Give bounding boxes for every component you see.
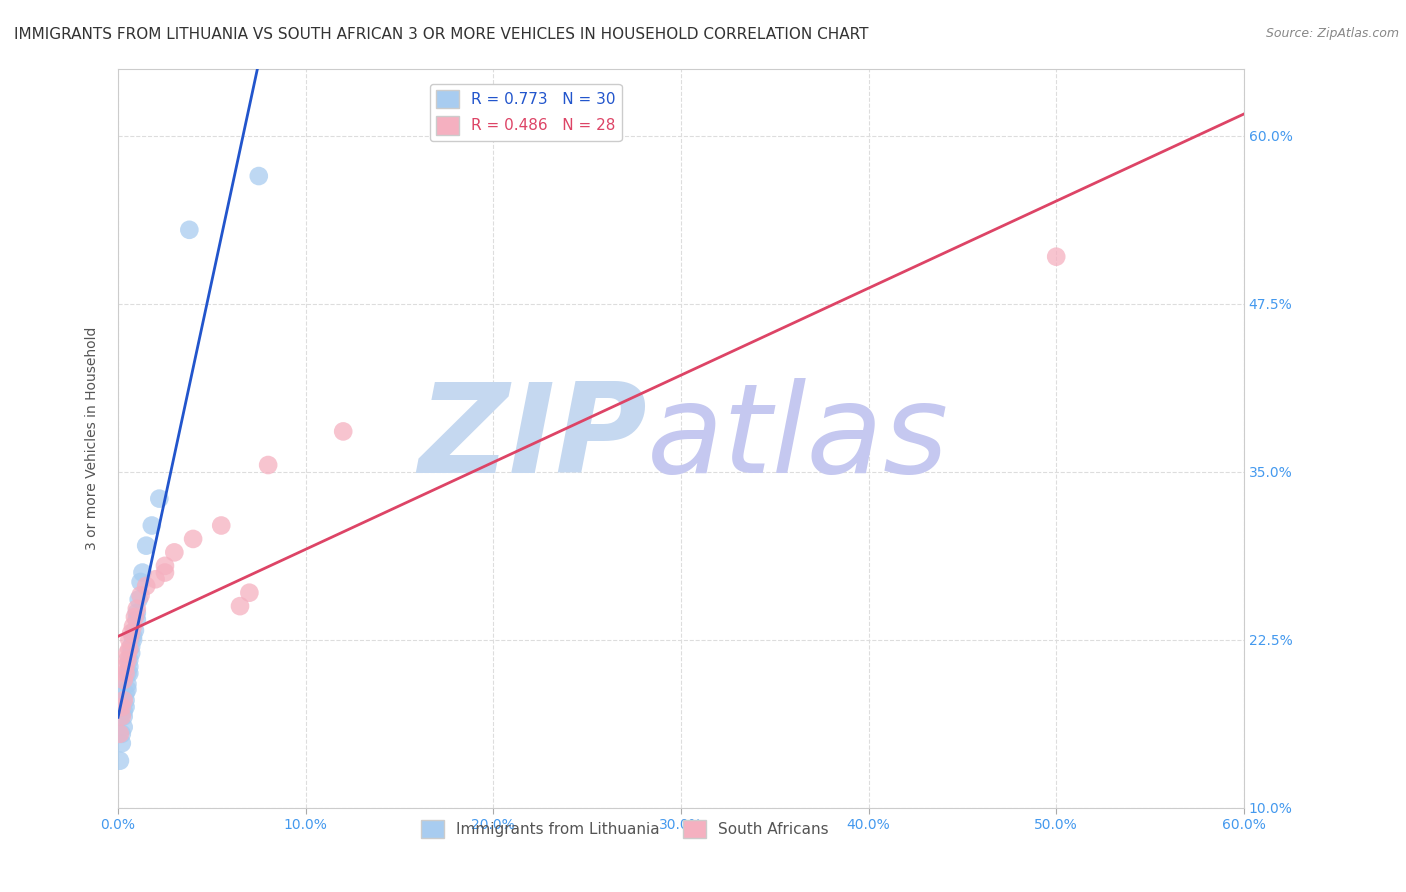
Point (111, 709, 134, 723)
Point (148, 491, 170, 506)
Point (117, 682, 139, 697)
Text: ZIP: ZIP (419, 377, 647, 499)
Point (120, 640, 142, 654)
Point (125, 613, 148, 627)
Point (112, 693, 135, 707)
Point (114, 659, 136, 673)
Point (120, 646, 142, 660)
Point (118, 666, 141, 681)
Point (117, 677, 139, 691)
Point (131, 566, 153, 580)
Point (163, 545, 186, 559)
Point (114, 700, 136, 714)
Point (257, 458, 280, 472)
Point (117, 646, 139, 660)
Point (145, 572, 167, 586)
Point (112, 709, 135, 723)
Point (122, 632, 145, 647)
Point (114, 693, 136, 707)
Point (209, 518, 232, 533)
Point (112, 720, 135, 734)
Point (128, 592, 150, 607)
Point (153, 566, 176, 580)
Point (135, 579, 157, 593)
Point (117, 666, 139, 681)
Point (117, 653, 139, 667)
Point (118, 632, 141, 647)
Point (332, 425, 354, 439)
Point (118, 642, 141, 657)
Point (124, 624, 146, 638)
Point (125, 606, 148, 620)
Point (247, 169, 270, 183)
Point (124, 610, 146, 624)
Y-axis label: 3 or more Vehicles in Household: 3 or more Vehicles in Household (86, 326, 100, 549)
Point (179, 223, 201, 237)
Legend: Immigrants from Lithuania, South Africans: Immigrants from Lithuania, South African… (415, 814, 835, 845)
Point (114, 686, 136, 700)
Text: atlas: atlas (647, 377, 949, 499)
Point (111, 736, 134, 750)
Point (108, 754, 131, 768)
Point (135, 539, 157, 553)
Point (118, 659, 141, 673)
Point (120, 626, 142, 640)
Point (122, 629, 145, 643)
Point (229, 599, 252, 614)
Point (125, 602, 148, 616)
Text: IMMIGRANTS FROM LITHUANIA VS SOUTH AFRICAN 3 OR MORE VEHICLES IN HOUSEHOLD CORRE: IMMIGRANTS FROM LITHUANIA VS SOUTH AFRIC… (14, 27, 869, 42)
Point (129, 588, 152, 602)
Point (181, 532, 204, 546)
Point (112, 704, 135, 718)
Point (238, 585, 260, 599)
Point (122, 619, 145, 633)
Text: Source: ZipAtlas.com: Source: ZipAtlas.com (1265, 27, 1399, 40)
Point (111, 700, 134, 714)
Point (112, 673, 135, 687)
Point (118, 653, 141, 667)
Point (1045, 250, 1067, 264)
Point (141, 518, 163, 533)
Point (111, 727, 134, 741)
Point (153, 558, 176, 573)
Point (108, 727, 131, 741)
Point (114, 666, 136, 681)
Point (129, 574, 152, 589)
